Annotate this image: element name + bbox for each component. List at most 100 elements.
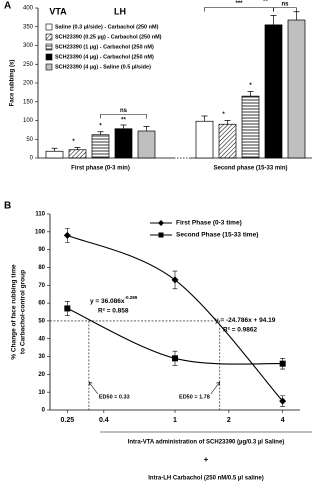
bar (137, 130, 156, 159)
y-tick-label: 80 (38, 265, 45, 271)
legend-swatch (45, 33, 53, 41)
equation-exponent: -0.289 (125, 295, 138, 300)
annotation: * (222, 112, 225, 118)
annotation: ** (263, 0, 268, 5)
equation-r2: R² = 0.9862 (223, 327, 258, 334)
y-tick-label: 60 (38, 301, 45, 307)
x-axis-label: + (204, 455, 209, 464)
equation: y = -24.786x + 94.19 (215, 317, 276, 324)
y-tick-label: 20 (38, 372, 45, 378)
ed50-arrow (88, 381, 99, 395)
y-tick-label: 300 (23, 43, 34, 49)
y-tick-label: 70 (38, 283, 45, 289)
ed50-label: ED50 = 1.78 (179, 394, 210, 400)
legend-marker (158, 232, 164, 238)
legend-label: SCH23390 (1 µg) - Carbachol (250 nM) (55, 44, 154, 50)
equation: y = 36.086x-0.289 (90, 295, 138, 305)
ed50-label: ED50 = 0.33 (99, 394, 130, 400)
error-bar (293, 11, 300, 20)
x-axis-label: Intra-LH Carbachol (250 nM/0.5 µl saline… (148, 476, 264, 482)
y-tick-label: 350 (23, 24, 34, 30)
legend-label: Second Phase (15-33 time) (176, 232, 258, 239)
x-tick-label: 0.25 (61, 417, 75, 424)
y-tick-label: 30 (38, 354, 45, 360)
y-tick-label: 110 (35, 212, 45, 218)
x-tick-label: Second phase (15-33 min) (213, 166, 287, 172)
bar (241, 95, 260, 159)
legend-label: First Phase (0-3 time) (176, 220, 242, 227)
error-bar (143, 126, 150, 131)
y-tick-label: 10 (38, 390, 45, 396)
legend-label: SCH23390 (4 µg) - Saline (0.5 µl/side) (55, 64, 151, 70)
region-label: VTA (49, 6, 67, 16)
x-tick-label: 0.4 (99, 417, 109, 424)
equation-r2: R² = 0.858 (98, 308, 129, 315)
point (63, 231, 71, 239)
error-bar (247, 91, 254, 97)
x-axis-label: Intra-VTA administration of SCH23390 (µg… (128, 440, 285, 446)
region-label: LH (114, 6, 126, 16)
legend-label: SCH23390 (4 µg) - Carbachol (250 nM) (55, 54, 154, 60)
y-tick-label: 0 (42, 408, 46, 414)
bracket (204, 7, 274, 12)
error-bar (51, 147, 58, 152)
point (171, 276, 179, 284)
y-tick-label: 400 (23, 6, 34, 12)
y-tick-label: 40 (38, 336, 45, 342)
bracket (100, 114, 147, 119)
legend-label: Saline (0.3 µl/side) - Carbachol (250 nM… (55, 24, 159, 30)
annotation: *** (235, 1, 243, 7)
y-tick-label: 50 (26, 137, 33, 143)
legend-marker (158, 220, 164, 226)
bar (45, 150, 64, 159)
point (279, 360, 286, 367)
bar (68, 149, 87, 159)
error-bar (224, 120, 231, 125)
y-axis-label: Face rubbing (s) (10, 60, 16, 107)
annotation: ns (120, 108, 128, 114)
y-tick-label: 100 (23, 118, 34, 124)
error-bar (120, 124, 127, 129)
bar (195, 120, 214, 159)
y-tick-label: 200 (23, 81, 34, 87)
x-tick-label: 2 (227, 417, 231, 424)
equation-text: y = 36.086x (90, 298, 125, 305)
legend-swatch (45, 63, 53, 71)
x-tick-label: 4 (281, 417, 285, 424)
panel-letter: A (4, 1, 11, 12)
legend-swatch (45, 53, 53, 61)
annotation: * (72, 139, 75, 145)
bar (91, 134, 110, 159)
annotation: * (249, 83, 252, 89)
y-axis-label: to Carbachol-control group (20, 270, 27, 354)
ed50-arrow (210, 381, 221, 395)
point (279, 397, 287, 405)
y-tick-label: 0 (30, 156, 34, 162)
legend-swatch (45, 43, 53, 51)
error-bar (97, 131, 104, 135)
bar (264, 24, 283, 159)
annotation: ** (121, 118, 126, 124)
x-tick-label: 1 (173, 417, 177, 424)
bar (287, 19, 306, 159)
point (64, 305, 71, 312)
error-bar (74, 147, 81, 150)
error-bar (201, 115, 208, 122)
error-bar (270, 15, 277, 25)
y-tick-label: 90 (38, 247, 45, 253)
y-axis-label: % Change of face rubbing time (11, 264, 18, 360)
annotation: ns (281, 1, 289, 7)
legend-label: SCH23390 (0.25 µg) - Carbachol (250 nM) (55, 34, 162, 40)
equation-text: y = -24.786x + 94.19 (215, 317, 276, 324)
y-tick-label: 100 (35, 229, 46, 235)
bar (114, 128, 133, 159)
point (172, 355, 178, 362)
y-tick-label: 250 (23, 62, 34, 68)
annotation: * (99, 123, 102, 129)
x-tick-label: First phase (0-3 min) (71, 166, 130, 172)
y-tick-label: 50 (38, 318, 45, 324)
panel-letter: B (4, 201, 11, 212)
y-tick-label: 150 (23, 99, 34, 105)
bar (218, 123, 237, 159)
